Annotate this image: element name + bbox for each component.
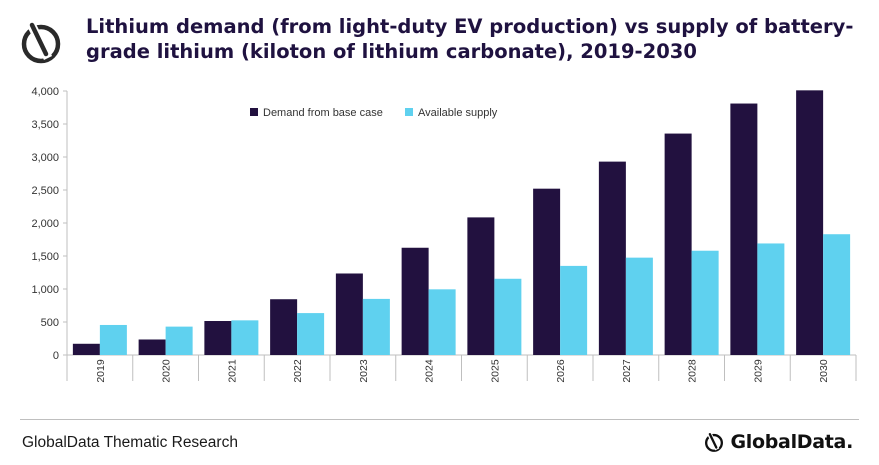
x-tick-label: 2026 — [555, 359, 567, 383]
y-tick-label: 500 — [41, 317, 59, 329]
bar-supply — [560, 265, 588, 355]
y-tick-label: 3,500 — [31, 119, 59, 131]
bar-demand — [204, 321, 232, 355]
bar-supply — [691, 250, 719, 355]
legend-label: Demand from base case — [263, 107, 383, 119]
bar-demand — [664, 133, 692, 355]
globaldata-logo-icon — [705, 431, 724, 452]
legend-label: Available supply — [418, 107, 498, 119]
footer-divider — [20, 419, 859, 420]
y-tick-label: 4,000 — [31, 86, 59, 98]
x-tick-label: 2030 — [818, 359, 830, 383]
bar-demand — [72, 343, 100, 355]
y-tick-label: 2,000 — [31, 218, 59, 230]
y-tick-label: 1,500 — [31, 251, 59, 263]
bar-supply — [494, 278, 522, 355]
bar-supply — [823, 234, 851, 355]
y-tick-label: 1,000 — [31, 284, 59, 296]
chart-title: Lithium demand (from light-duty EV produ… — [86, 15, 854, 63]
footer-brand: GlobalData. — [703, 430, 853, 454]
brand-name: GlobalData. — [730, 431, 853, 453]
bar-demand — [335, 273, 363, 355]
x-tick-label: 2027 — [621, 359, 633, 383]
x-tick-label: 2022 — [292, 359, 304, 383]
x-tick-label: 2019 — [95, 359, 107, 383]
legend-swatch-demand — [250, 108, 258, 116]
bar-supply — [297, 313, 325, 355]
bar-demand — [796, 90, 824, 355]
bar-supply — [231, 320, 259, 355]
x-tick-label: 2023 — [358, 359, 370, 383]
x-tick-label: 2021 — [226, 359, 238, 383]
bar-supply — [428, 289, 456, 355]
bar-supply — [362, 298, 390, 355]
bar-chart: 0 500 1,000 1,500 2,000 2,500 3,000 3,500 4,000 2… — [31, 86, 857, 383]
bar-demand — [467, 217, 495, 355]
bar-supply — [757, 243, 785, 355]
y-tick-label: 2,500 — [31, 185, 59, 197]
bar-demand — [533, 188, 561, 355]
x-tick-label: 2020 — [161, 359, 173, 383]
x-tick-label: 2029 — [752, 359, 764, 383]
bar-demand — [270, 299, 298, 355]
source-label: GlobalData Thematic Research — [22, 434, 238, 451]
globaldata-logo-icon — [21, 19, 61, 64]
bar-demand — [730, 103, 758, 355]
y-tick-label: 3,000 — [31, 152, 59, 164]
bar-supply — [625, 257, 653, 355]
bar-supply — [165, 326, 193, 355]
bar-demand — [138, 339, 166, 355]
bar-demand — [401, 247, 429, 355]
bar-demand — [598, 161, 626, 355]
x-tick-label: 2028 — [687, 359, 699, 383]
legend-swatch-supply — [405, 108, 413, 116]
y-tick-label: 0 — [53, 350, 59, 362]
x-tick-label: 2024 — [424, 359, 436, 383]
x-tick-label: 2025 — [489, 359, 501, 383]
bar-supply — [99, 324, 127, 355]
